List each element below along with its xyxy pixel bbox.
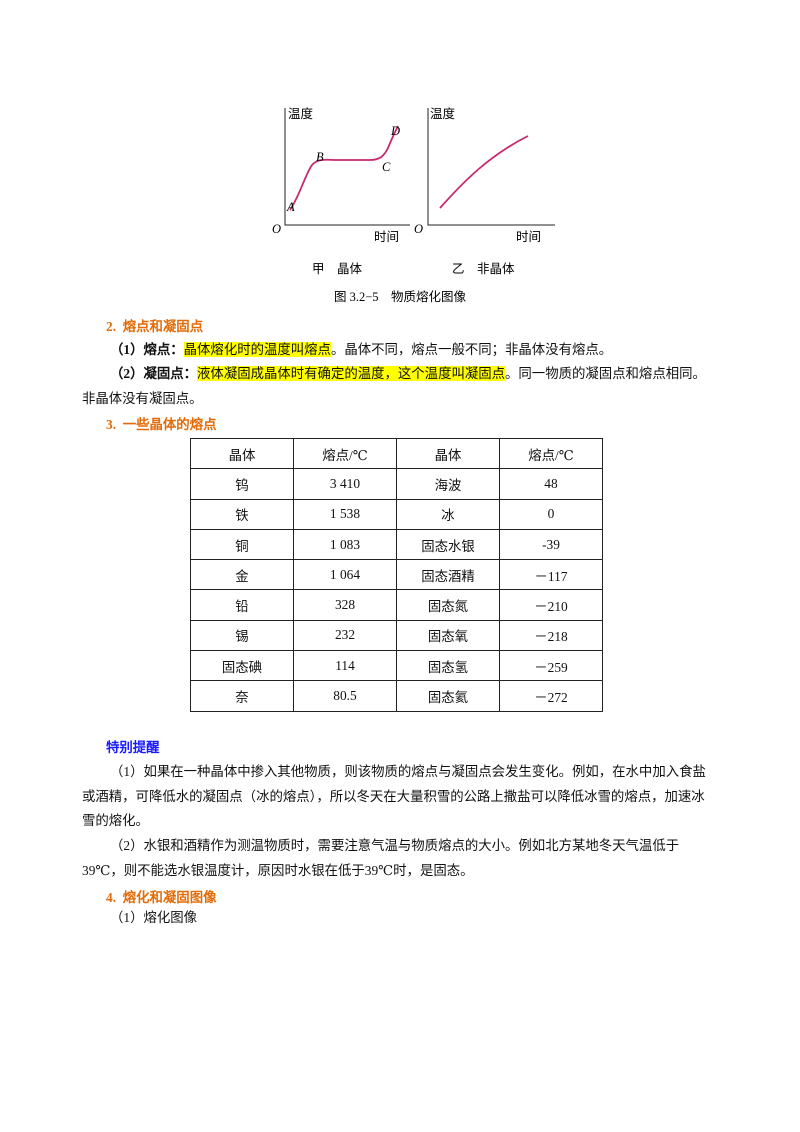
table-row: 固态碘 114 固态氢 －259 bbox=[190, 650, 603, 682]
table-cell: 固态氧 bbox=[396, 619, 500, 652]
y-axis-label: 温度 bbox=[430, 106, 456, 121]
table-cell: 80.5 bbox=[293, 680, 397, 712]
table-cell: 固态酒精 bbox=[396, 559, 500, 591]
amorphous-axes bbox=[427, 108, 555, 226]
highlight: 晶体熔化时的温度叫熔点 bbox=[183, 342, 331, 357]
table-cell: 328 bbox=[293, 589, 397, 621]
table-cell: 114 bbox=[293, 650, 397, 682]
table-cell: 固态氢 bbox=[396, 650, 500, 682]
x-axis-label: 时间 bbox=[516, 230, 541, 244]
paragraph: （1）熔化图像 bbox=[110, 910, 198, 925]
crystal-curve bbox=[289, 125, 399, 211]
section-heading: 3. 一些晶体的熔点 bbox=[106, 417, 217, 432]
point-label: A bbox=[286, 200, 295, 214]
table-cell: -39 bbox=[499, 528, 603, 561]
paragraph: （1）熔点：晶体熔化时的温度叫熔点。晶体不同，熔点一般不同；非晶体没有熔点。 bbox=[82, 338, 706, 363]
table-cell: 固态氦 bbox=[396, 680, 500, 712]
table-cell: 232 bbox=[293, 619, 397, 652]
melting-point-table: 晶体 熔点/℃ 晶体 熔点/℃ 钨 3 410 海波 48 铁 1 538 冰 0 铜 1 083 固态水银… bbox=[190, 437, 603, 712]
table-cell: 1 064 bbox=[293, 559, 397, 591]
origin-label: O bbox=[414, 222, 423, 236]
subfigure-caption: 乙 非晶体 bbox=[452, 262, 515, 276]
note-heading: 特别提醒 bbox=[106, 740, 160, 755]
point-label: D bbox=[390, 124, 400, 138]
paragraph: （2）水银和酒精作为测温物质时，需要注意气温与物质熔点的大小。例如北方某地冬天气… bbox=[82, 838, 680, 878]
origin-label: O bbox=[272, 222, 281, 236]
crystal-axes bbox=[284, 108, 410, 226]
table-cell: 1 083 bbox=[293, 528, 397, 561]
table-cell: 钨 bbox=[190, 468, 294, 500]
table-header: 晶体 熔点/℃ 晶体 熔点/℃ bbox=[190, 437, 603, 470]
table-cell: 1 538 bbox=[293, 498, 397, 530]
table-cell: －117 bbox=[499, 559, 603, 591]
figure: 温度 时间 O A B C D 温度 时间 O 甲 晶体 乙 非晶体 图 3.2… bbox=[272, 106, 555, 304]
subfigure-caption: 甲 晶体 bbox=[312, 262, 363, 276]
amorphous-curve bbox=[439, 135, 529, 209]
table-cell: 晶体 bbox=[396, 437, 500, 470]
table-cell: 3 410 bbox=[293, 468, 397, 500]
table-cell: 固态碘 bbox=[190, 650, 294, 682]
highlight: 液体凝固成晶体时有确定的温度，这个温度叫凝固点 bbox=[197, 366, 506, 381]
table-cell: 固态氮 bbox=[396, 589, 500, 621]
paragraph: （2）凝固点：液体凝固成晶体时有确定的温度，这个温度叫凝固点。同一物质的凝固点和… bbox=[82, 362, 706, 411]
table-cell: 金 bbox=[190, 559, 294, 591]
table-row: 奈 80.5 固态氦 －272 bbox=[190, 680, 603, 712]
table-row: 铅 328 固态氮 －210 bbox=[190, 589, 603, 621]
table-cell: 锡 bbox=[190, 619, 294, 652]
figure-caption: 图 3.2−5 物质熔化图像 bbox=[334, 289, 467, 304]
table-cell: 海波 bbox=[396, 468, 500, 500]
x-axis-label: 时间 bbox=[374, 230, 399, 244]
table-cell: 铅 bbox=[190, 589, 294, 621]
table-row: 锡 232 固态氧 －218 bbox=[190, 619, 603, 652]
table-cell: 晶体 bbox=[190, 437, 294, 470]
table-cell: 冰 bbox=[396, 498, 500, 530]
table-cell: 0 bbox=[499, 498, 603, 530]
table-cell: －272 bbox=[499, 680, 603, 712]
table-cell: －218 bbox=[499, 619, 603, 652]
term: （2）凝固点： bbox=[110, 366, 198, 381]
table-cell: 铁 bbox=[190, 498, 294, 530]
section-heading: 2. 熔点和凝固点 bbox=[106, 319, 204, 334]
table-cell: 奈 bbox=[190, 680, 294, 712]
text: 。晶体不同，熔点一般不同；非晶体没有熔点。 bbox=[330, 342, 613, 357]
paragraph: （1）如果在一种晶体中掺入其他物质，则该物质的熔点与凝固点会发生变化。例如，在水… bbox=[82, 764, 706, 828]
section-heading: 4. 熔化和凝固图像 bbox=[106, 890, 217, 905]
table-cell: 熔点/℃ bbox=[499, 437, 603, 470]
text: 。同一物质的凝固点和熔点相同。非晶体没有凝固点。 bbox=[82, 366, 706, 406]
table-cell: 熔点/℃ bbox=[293, 437, 397, 470]
table-cell: 固态水银 bbox=[396, 528, 500, 561]
table-cell: －210 bbox=[499, 589, 603, 621]
table-cell: 48 bbox=[499, 468, 603, 500]
y-axis-label: 温度 bbox=[288, 106, 314, 121]
table-cell: 铜 bbox=[190, 528, 294, 561]
table-cell: －259 bbox=[499, 650, 603, 682]
point-label: B bbox=[316, 150, 324, 164]
point-label: C bbox=[382, 160, 391, 174]
term: （1）熔点： bbox=[110, 342, 184, 357]
